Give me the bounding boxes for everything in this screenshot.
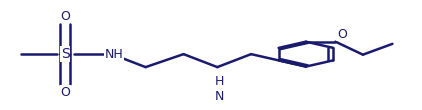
Text: O: O (60, 85, 70, 99)
Text: H
N: H N (215, 75, 224, 103)
Text: O: O (60, 10, 70, 23)
Text: S: S (61, 47, 70, 61)
Text: NH: NH (105, 48, 123, 61)
Text: O: O (337, 28, 347, 41)
